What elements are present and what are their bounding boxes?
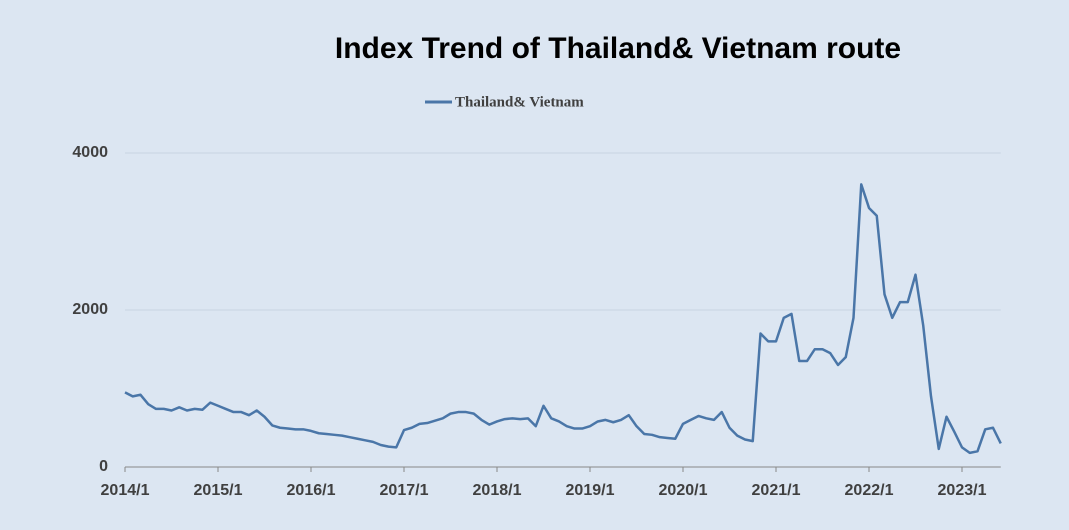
x-tick-label: 2016/1	[287, 482, 336, 499]
x-tick-label: 2022/1	[845, 482, 894, 499]
x-tick-label: 2019/1	[566, 482, 615, 499]
y-tick-label: 0	[99, 458, 108, 475]
x-tick-label: 2015/1	[194, 482, 243, 499]
x-tick-label: 2014/1	[101, 482, 150, 499]
x-tick-label: 2017/1	[380, 482, 429, 499]
y-tick-label: 2000	[72, 301, 108, 318]
x-tick-label: 2020/1	[659, 482, 708, 499]
y-tick-label: 4000	[72, 144, 108, 161]
x-tick-label: 2021/1	[752, 482, 801, 499]
line-series	[124, 183, 1002, 455]
x-tick-label: 2023/1	[938, 482, 987, 499]
chart-title: Index Trend of Thailand& Vietnam route	[335, 32, 901, 65]
x-tick-label: 2018/1	[473, 482, 522, 499]
legend-label: Thailand& Vietnam	[455, 94, 584, 110]
